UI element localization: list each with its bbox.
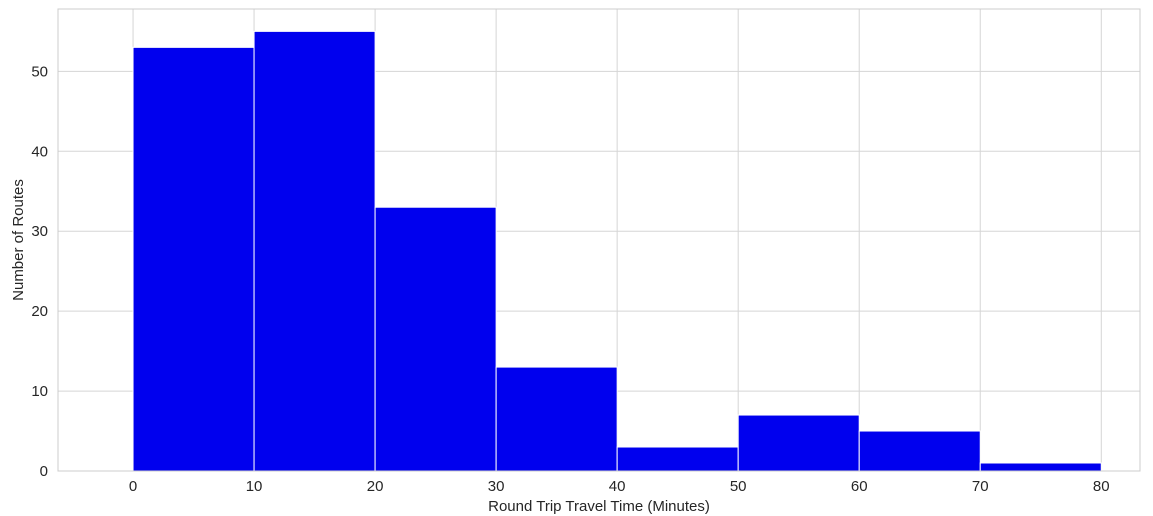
- histogram-bar: [495, 366, 618, 472]
- y-tick-label: 0: [40, 463, 48, 480]
- histogram-bar: [858, 430, 981, 472]
- x-tick-label: 70: [972, 478, 989, 495]
- bars: [132, 30, 1102, 472]
- y-axis-ticks: 0 10 20 30 40 50: [31, 63, 48, 480]
- y-tick-label: 10: [31, 383, 48, 400]
- x-tick-label: 80: [1093, 478, 1110, 495]
- x-axis-ticks: 0 10 20 30 40 50 60 70 80: [129, 478, 1110, 495]
- x-axis-label: Round Trip Travel Time (Minutes): [488, 498, 710, 515]
- x-tick-label: 40: [609, 478, 626, 495]
- histogram-bar: [616, 446, 739, 472]
- x-tick-label: 20: [367, 478, 384, 495]
- y-axis-label: Number of Routes: [10, 179, 27, 301]
- histogram-bar: [979, 462, 1102, 472]
- x-tick-label: 60: [851, 478, 868, 495]
- y-tick-label: 30: [31, 223, 48, 240]
- x-tick-label: 0: [129, 478, 137, 495]
- y-tick-label: 20: [31, 303, 48, 320]
- y-tick-label: 40: [31, 143, 48, 160]
- histogram-bar: [374, 206, 497, 472]
- x-tick-label: 30: [488, 478, 505, 495]
- x-tick-label: 10: [246, 478, 263, 495]
- x-tick-label: 50: [730, 478, 747, 495]
- histogram-bar: [737, 414, 860, 472]
- histogram-bar: [253, 30, 376, 472]
- y-tick-label: 50: [31, 63, 48, 80]
- histogram-bar: [132, 46, 255, 472]
- plot-frame: [57, 8, 1141, 472]
